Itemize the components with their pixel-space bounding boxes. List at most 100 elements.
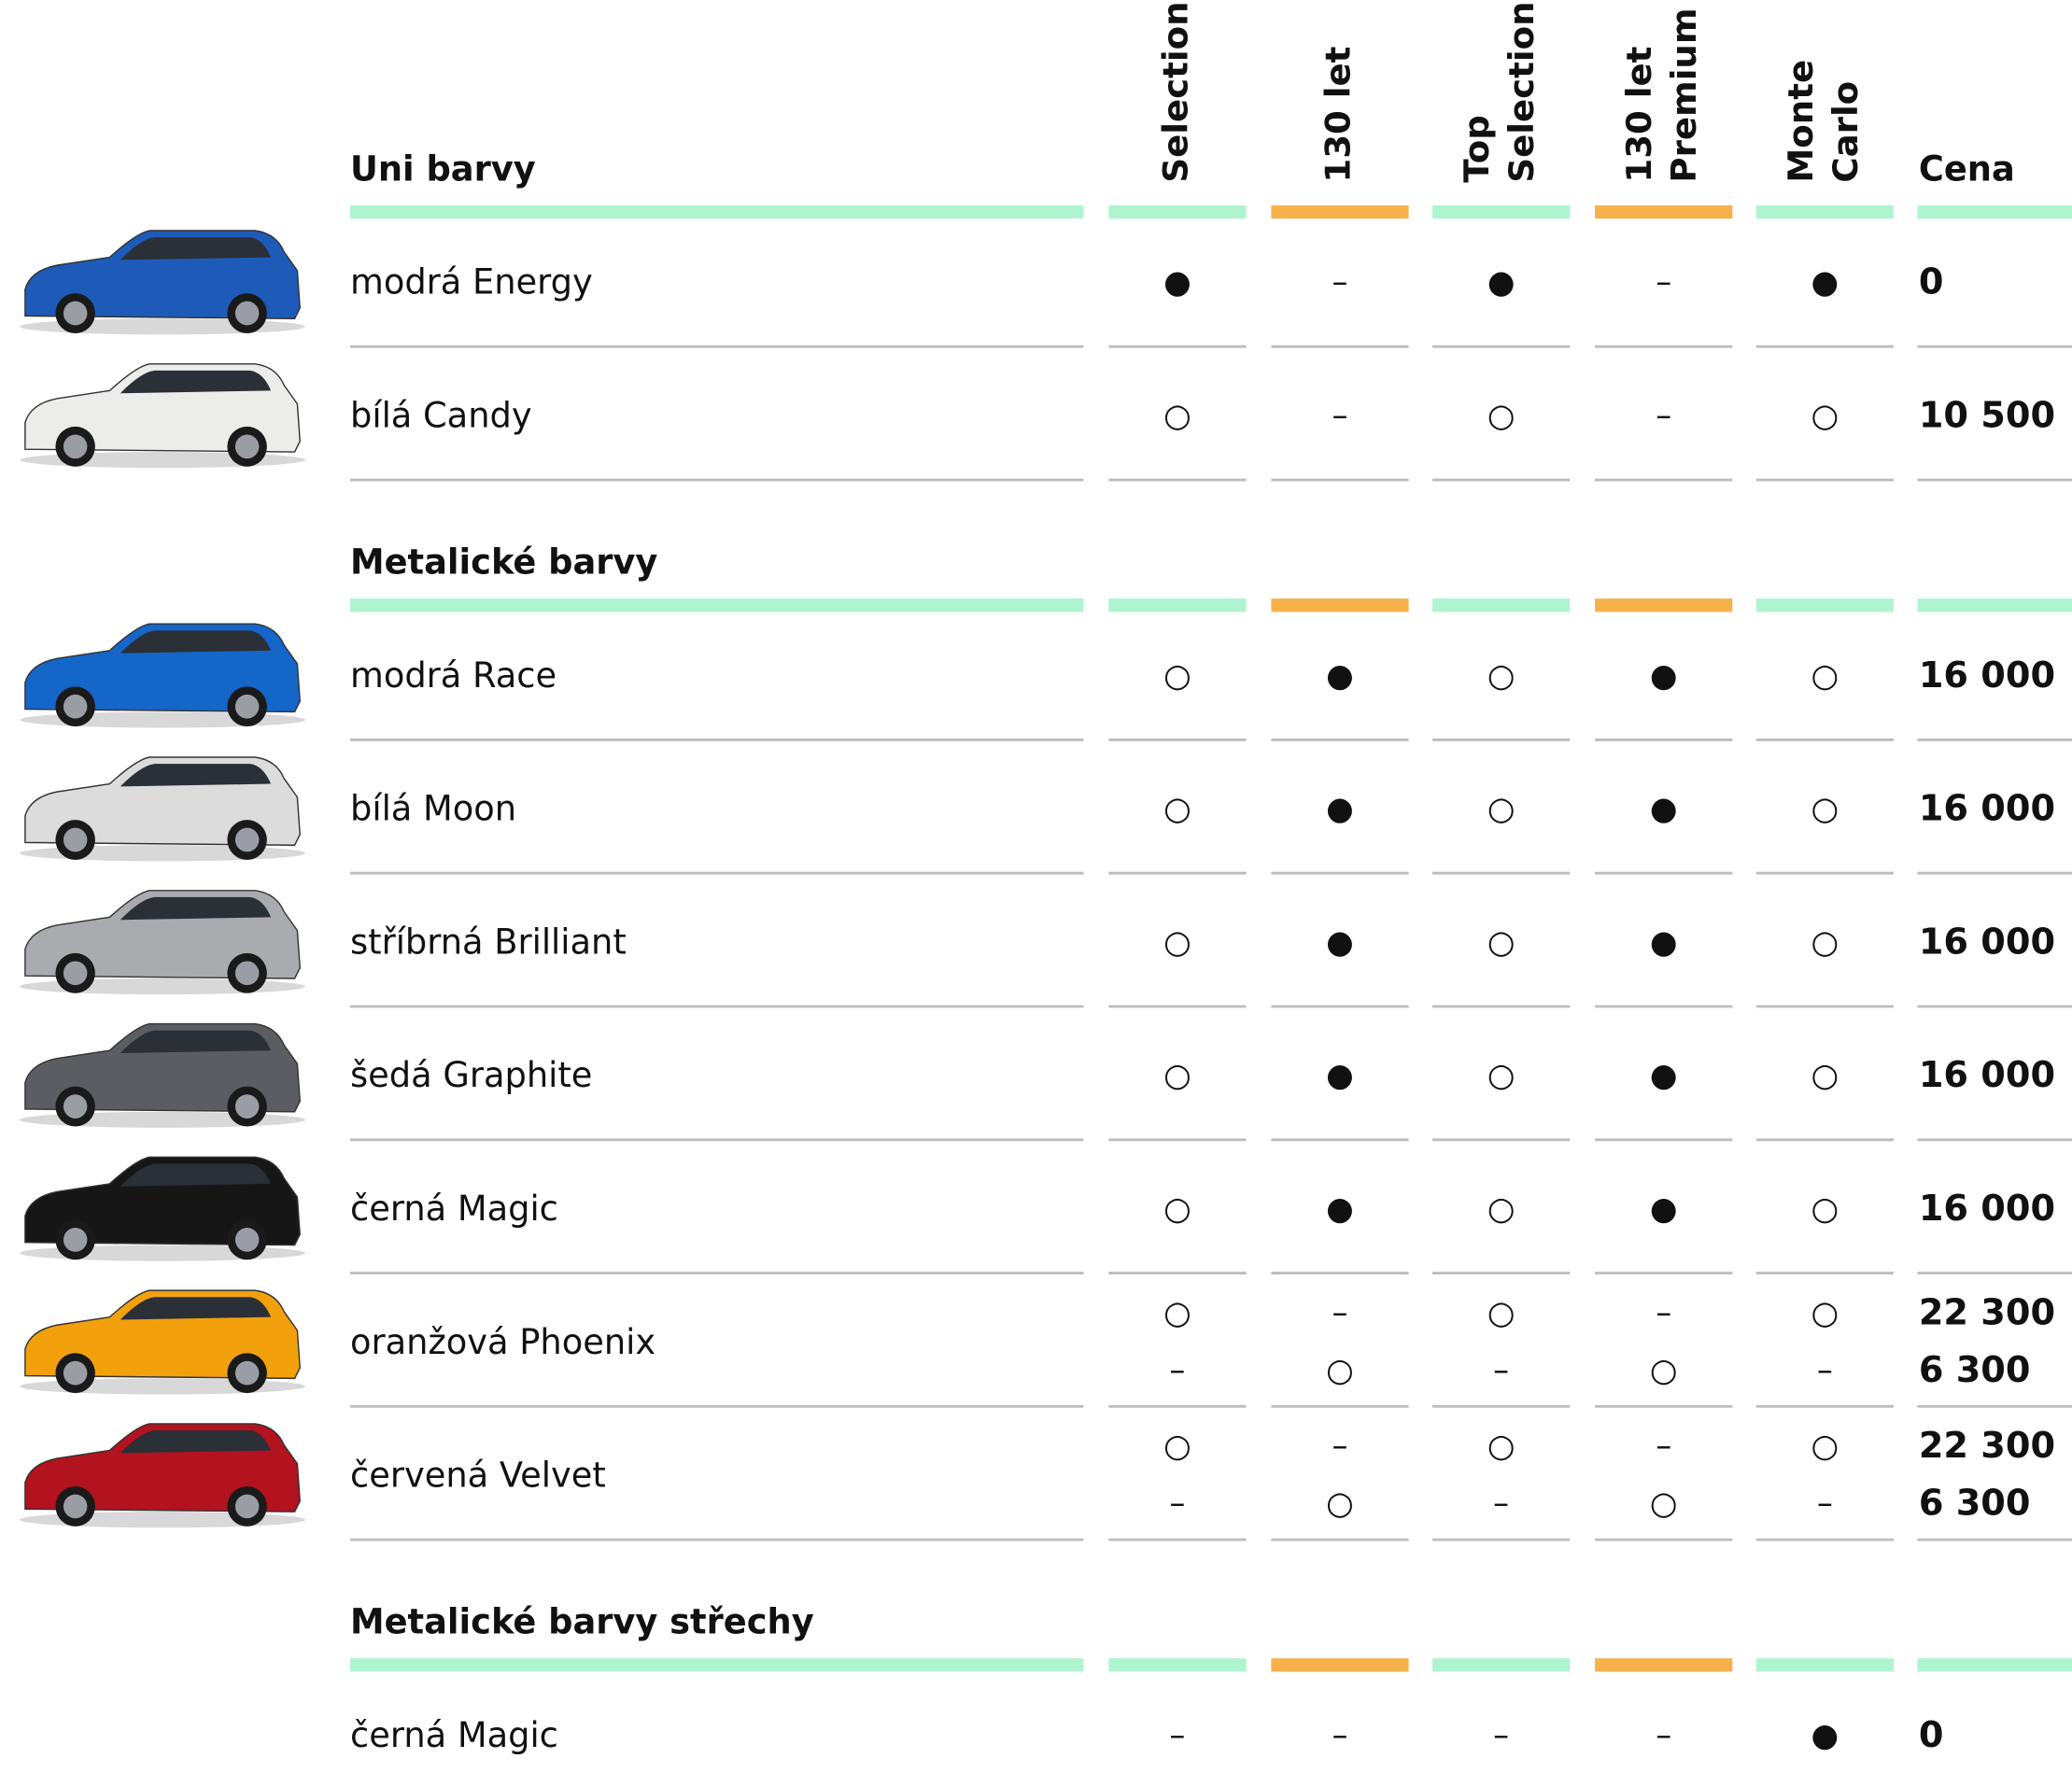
availability: ○	[1487, 657, 1515, 695]
car-rim	[63, 1228, 87, 1252]
availability: ○	[1811, 923, 1839, 961]
car-rim	[235, 434, 259, 458]
availability: –	[1656, 397, 1671, 434]
car-rim	[235, 1495, 259, 1519]
availability: –	[1656, 264, 1671, 302]
car-rim	[63, 302, 87, 326]
availability: –	[1169, 1352, 1185, 1389]
price: 6 300	[1919, 1482, 2031, 1524]
car-rim	[63, 1361, 87, 1386]
section-title: Metalické barvy střechy	[350, 1601, 814, 1641]
car-rim	[235, 828, 259, 852]
availability: ○	[1163, 923, 1191, 961]
availability: ○	[1326, 1485, 1354, 1522]
availability: ○	[1487, 791, 1515, 828]
car-image	[20, 624, 305, 727]
availability: ●	[1326, 791, 1354, 828]
accent-bar	[1108, 1658, 1246, 1671]
availability: ○	[1487, 397, 1515, 434]
availability: –	[1332, 1717, 1347, 1754]
color-name: černá Magic	[350, 1189, 558, 1229]
car-image	[20, 1024, 305, 1128]
availability: –	[1332, 264, 1347, 302]
availability: ●	[1163, 264, 1191, 302]
price: 0	[1919, 261, 1944, 303]
availability: –	[1493, 1485, 1509, 1522]
availability: –	[1817, 1352, 1833, 1389]
availability: –	[1493, 1352, 1509, 1389]
column-header: 130 let	[1318, 47, 1359, 183]
accent-bar	[1917, 205, 2072, 218]
column-header: Top	[1457, 115, 1497, 182]
car-rim	[63, 434, 87, 458]
car-rim	[63, 1094, 87, 1119]
car-rim	[63, 695, 87, 719]
accent-bar	[1756, 598, 1894, 612]
car-rim	[235, 961, 259, 985]
availability: ●	[1650, 1190, 1678, 1228]
availability: –	[1332, 1294, 1347, 1331]
section-title: Metalické barvy	[350, 542, 657, 582]
availability: –	[1169, 1717, 1185, 1754]
availability: ●	[1650, 657, 1678, 695]
car-image	[20, 364, 305, 468]
availability: ●	[1326, 1190, 1354, 1228]
car-rim	[63, 1495, 87, 1519]
color-name: bílá Moon	[350, 789, 516, 829]
car-rim	[235, 302, 259, 326]
price: 16 000	[1919, 1188, 2055, 1230]
availability: ○	[1487, 1428, 1515, 1465]
column-header: Monte	[1781, 60, 1821, 183]
accent-bar	[350, 205, 1083, 218]
availability: ○	[1163, 1057, 1191, 1094]
column-header: Selection	[1501, 1, 1542, 182]
accent-bar	[1917, 598, 2072, 612]
accent-bar	[1595, 598, 1732, 612]
availability: ●	[1650, 1057, 1678, 1094]
availability: ○	[1811, 1057, 1839, 1094]
availability: ○	[1811, 1428, 1839, 1465]
car-image	[20, 1157, 305, 1260]
availability: ○	[1811, 1190, 1839, 1228]
accent-bar	[1432, 205, 1570, 218]
availability: ○	[1811, 791, 1839, 828]
accent-bar	[1756, 1658, 1894, 1671]
availability: ○	[1650, 1485, 1678, 1522]
car-rim	[63, 828, 87, 852]
color-name: šedá Graphite	[350, 1055, 592, 1095]
availability: ○	[1163, 1294, 1191, 1331]
availability: ●	[1811, 264, 1839, 302]
availability: ●	[1650, 791, 1678, 828]
accent-bar	[1271, 598, 1408, 612]
availability: ●	[1326, 1057, 1354, 1094]
column-header: Carlo	[1825, 81, 1866, 183]
availability: –	[1493, 1717, 1509, 1754]
column-header: Premium	[1664, 8, 1704, 183]
availability: –	[1169, 1485, 1185, 1522]
availability: ○	[1163, 397, 1191, 434]
color-name: stříbrná Brilliant	[350, 922, 627, 962]
availability: ○	[1326, 1352, 1354, 1389]
color-name: oranžová Phoenix	[350, 1322, 655, 1362]
price: 16 000	[1919, 921, 2055, 963]
availability: –	[1817, 1485, 1833, 1522]
car-rim	[235, 1361, 259, 1386]
availability: ○	[1163, 791, 1191, 828]
car-rim	[235, 1094, 259, 1119]
accent-bar	[1271, 1658, 1408, 1671]
availability: ○	[1487, 1057, 1515, 1094]
accent-bar	[1432, 1658, 1570, 1671]
availability: ○	[1811, 1294, 1839, 1331]
section-title: Uni barvy	[350, 148, 536, 189]
column-header: Selection	[1156, 1, 1196, 182]
car-rim	[235, 695, 259, 719]
availability: –	[1656, 1717, 1671, 1754]
color-name: bílá Candy	[350, 395, 532, 435]
accent-bar	[1271, 205, 1408, 218]
availability: –	[1656, 1428, 1671, 1465]
price-header: Cena	[1919, 148, 2015, 189]
column-header: 130 let	[1619, 47, 1659, 183]
accent-bar	[1108, 205, 1246, 218]
accent-bar	[1917, 1658, 2072, 1671]
car-image	[20, 231, 305, 334]
